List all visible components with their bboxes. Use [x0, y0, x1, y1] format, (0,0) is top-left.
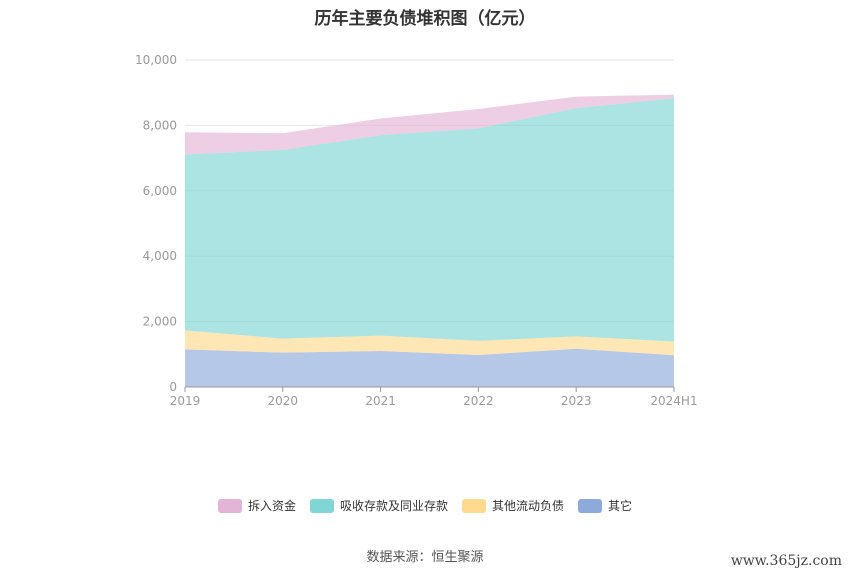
legend-swatch	[217, 498, 242, 513]
area-1	[185, 330, 674, 356]
y-tick-label: 4,000	[143, 249, 177, 263]
y-tick-label: 0	[169, 380, 177, 394]
y-tick-label: 6,000	[143, 184, 177, 198]
data-source: 数据来源：恒生聚源	[366, 550, 484, 565]
x-tick-label: 2020	[268, 394, 299, 408]
legend-label: 吸收存款及同业存款	[339, 499, 448, 513]
legend-swatch	[578, 498, 603, 513]
x-tick-label: 2019	[170, 394, 201, 408]
legend-item[interactable]: 吸收存款及同业存款	[309, 497, 448, 514]
legend-item[interactable]: 拆入资金	[217, 497, 296, 514]
legend-label: 其它	[608, 499, 633, 513]
x-tick-label: 2024H1	[650, 394, 697, 408]
area-series	[185, 94, 674, 387]
y-tick-label: 8,000	[143, 118, 177, 132]
area-2	[185, 98, 674, 342]
legend: 拆入资金 吸收存款及同业存款 其他流动负债 其它	[0, 497, 850, 514]
legend-label: 其他流动负债	[492, 499, 565, 513]
area-0	[185, 348, 674, 387]
watermark: www.365jz.com	[730, 553, 842, 569]
chart-title: 历年主要负债堆积图（亿元）	[314, 9, 536, 29]
y-tick-label: 10,000	[135, 53, 177, 67]
legend-item[interactable]: 其它	[578, 497, 632, 514]
x-tick-label: 2023	[561, 394, 592, 408]
axes: 0 2,000 4,000 6,000 8,000 10,000 2019 2020 2021 2…	[135, 53, 698, 408]
x-tick-label: 2022	[463, 394, 494, 408]
legend-item[interactable]: 其他流动负债	[462, 497, 564, 514]
legend-swatch	[309, 498, 334, 513]
x-tick-label: 2021	[365, 394, 396, 408]
legend-label: 拆入资金	[247, 499, 296, 513]
y-tick-label: 2,000	[143, 315, 177, 329]
legend-swatch	[462, 498, 486, 513]
area-3	[185, 94, 674, 155]
